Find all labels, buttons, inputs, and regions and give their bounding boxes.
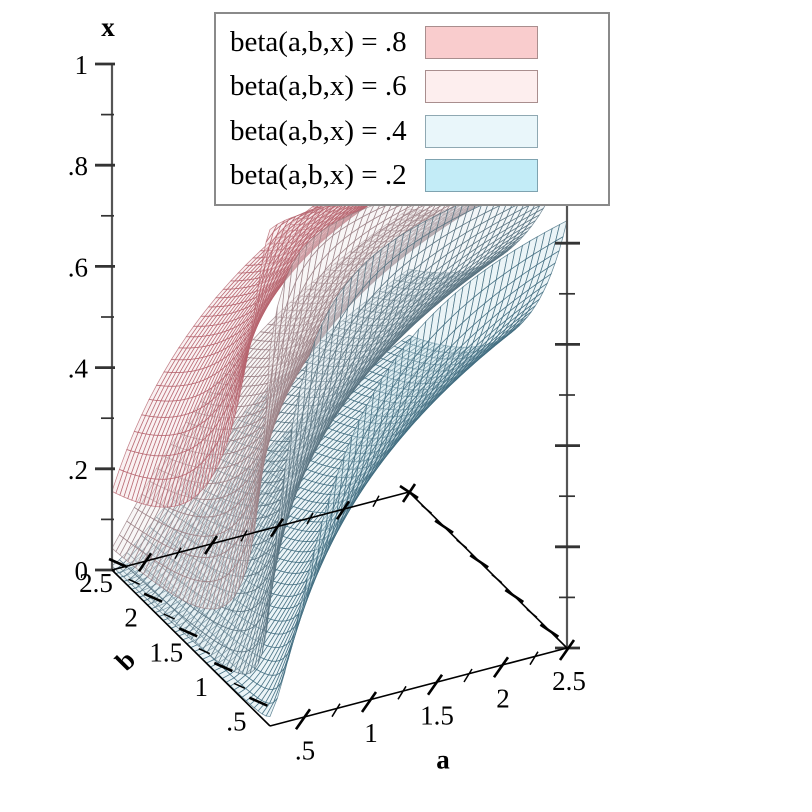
legend-item-1[interactable]: beta(a,b,x) = .6	[230, 65, 598, 109]
legend-swatch-3	[424, 159, 538, 193]
legend-label-1: beta(a,b,x) = .6	[230, 70, 407, 103]
legend-label-0: beta(a,b,x) = .8	[230, 25, 407, 58]
legend-item-3[interactable]: beta(a,b,x) = .2	[230, 154, 598, 198]
legend-label-3: beta(a,b,x) = .2	[230, 159, 407, 192]
legend-label-2: beta(a,b,x) = .4	[230, 114, 407, 147]
axes-group	[95, 62, 580, 731]
legend-swatch-0	[424, 25, 538, 59]
legend-item-2[interactable]: beta(a,b,x) = .4	[230, 109, 598, 153]
legend-item-0[interactable]: beta(a,b,x) = .8	[230, 20, 598, 64]
legend-swatch-2	[424, 114, 538, 148]
legend: beta(a,b,x) = .8 beta(a,b,x) = .6 beta(a…	[214, 12, 610, 206]
legend-swatch-1	[424, 70, 538, 104]
axis-tick-labels: 0.2.4.6.81x.511.522.5b.511.522.5a	[68, 12, 586, 775]
